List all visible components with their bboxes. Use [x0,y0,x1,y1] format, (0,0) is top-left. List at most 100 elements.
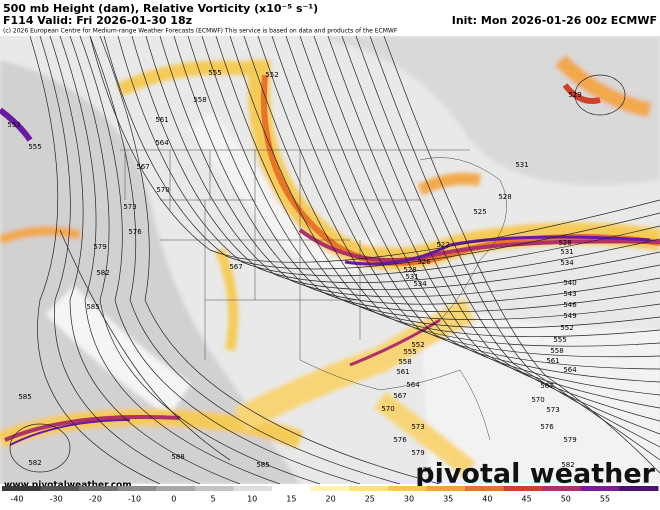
contour-line [313,36,660,409]
contour-line [117,36,660,277]
contour-label: 570 [156,186,169,194]
colorbar-swatch [272,486,312,491]
contour-line [285,36,660,383]
contour-label: 558 [398,358,411,366]
contour-label: 588 [171,453,184,461]
contour-label: 540 [563,279,576,287]
contour-line [159,36,660,298]
contour-label: 526 [417,258,431,266]
contour-line [369,36,660,461]
contour-label: 582 [418,466,431,474]
colorbar-swatch [310,486,350,491]
contour-label: 555 [28,143,41,151]
contour-label: 564 [406,381,420,389]
colorbar-tick-label: 40 [482,495,492,504]
colorbar-tick-label: -20 [89,495,102,504]
contour-line [257,36,660,358]
contour-label: 543 [563,290,576,298]
height-contours [9,36,660,484]
contour-label: 585 [256,461,269,469]
contour-label: 579 [411,449,424,457]
colorbar-swatch [387,486,427,491]
init-time: Init: Mon 2026-01-26 00z ECMWF [452,14,657,27]
contour-label: 558 [550,347,563,355]
contour-label: 561 [546,357,559,365]
contour-line [229,36,660,338]
contour-label: 576 [393,436,407,444]
colorbar-swatch [233,486,273,491]
contour-line [9,423,71,473]
contour-label: 525 [473,208,486,216]
colorbar-swatch [349,486,389,491]
colorbar-tick-label: 0 [171,495,176,504]
contour-label: 552 [7,121,20,129]
colorbar-tick-label: 35 [443,495,453,504]
contour-label: 582 [561,461,574,469]
colorbar-tick-label: 55 [600,495,610,504]
contour-line [187,36,660,313]
contour-line [89,36,401,484]
colorbar-swatch [117,486,157,491]
contour-label: 552 [411,341,424,349]
contour-line [79,36,361,484]
contour-line [574,74,626,116]
contour-label: 585 [18,393,31,401]
contour-label: 585 [86,303,99,311]
valid-time: F114 Valid: Fri 2026-01-30 18z [3,14,192,27]
colorbar-tick-label: -30 [50,495,63,504]
contour-label: 558 [193,96,206,104]
contour-label: 528 [498,193,511,201]
colorbar-tick-label: 50 [561,495,571,504]
colorbar-swatch [619,486,659,491]
contour-label: 573 [411,423,424,431]
contour-label: 564 [155,139,169,147]
title: 500 mb Height (dam), Relative Vorticity … [3,2,318,15]
colorbar: -40 -30 -20 -10 0 5 10 15 20 25 30 35 40 45 50 55 [0,486,660,504]
borders [59,149,507,461]
map: 555 5525585615645675705735765795825855855… [0,36,660,484]
colorbar-swatch [40,486,80,491]
contour-label: 529 [568,91,581,99]
colorbar-tick-label: 45 [522,495,532,504]
colorbar-tick-label: 5 [210,495,215,504]
contour-label: 549 [563,312,576,320]
contour-label: 552 [560,324,573,332]
contour-label: 555 [403,348,416,356]
contour-label: 570 [381,405,394,413]
contour-label: 567 [540,382,553,390]
contour-label: 573 [546,406,559,414]
colorbar-tick-label: 20 [326,495,336,504]
contour-label: 582 [96,269,109,277]
contour-line [173,36,660,305]
contour-label: 582 [28,459,41,467]
colorbar-tick-label: 10 [247,495,257,504]
contour-label: 534 [560,259,574,267]
colorbar-tick-label: -10 [128,495,141,504]
colorbar-swatch [194,486,235,491]
contour-label: 531 [515,161,528,169]
contour-line [383,36,660,474]
contour-label: 522 [436,241,449,249]
contour-line [271,36,660,370]
vorticity-max [0,74,660,446]
contour-label: 570 [531,396,544,404]
contour-line [49,36,241,484]
contour-line [69,36,321,484]
colorbar-swatch [2,486,42,491]
contour-line [341,36,660,435]
contour-label: 528 [403,266,416,274]
colorbar-tick-label: 25 [365,495,375,504]
contour-line [131,36,660,284]
contour-label: 573 [123,203,136,211]
contour-label: 561 [396,368,409,376]
credit: (c) 2026 European Centre for Medium-rang… [3,28,398,35]
contour-label: 576 [128,228,142,236]
contour-label: 564 [563,366,577,374]
colorbar-swatch [79,486,119,491]
contour-label: 579 [93,243,106,251]
site-url: www.pivotalweather.com [4,481,132,491]
contour-line [243,36,660,347]
contour-label: 579 [563,436,576,444]
contour-line [39,36,201,484]
